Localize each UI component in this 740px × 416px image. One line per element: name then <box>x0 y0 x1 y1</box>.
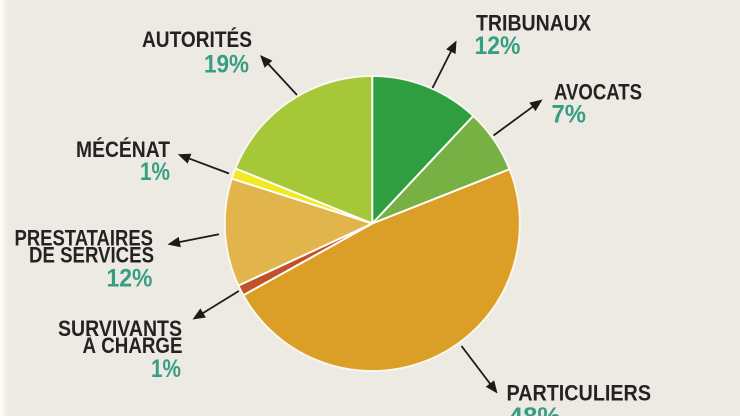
svg-text:MÉCÉNAT: MÉCÉNAT <box>76 137 171 162</box>
svg-text:7%: 7% <box>552 100 587 128</box>
svg-text:PARTICULIERS: PARTICULIERS <box>507 380 652 405</box>
svg-text:48%: 48% <box>509 403 561 416</box>
svg-text:1%: 1% <box>151 355 181 383</box>
svg-text:19%: 19% <box>204 51 249 79</box>
svg-text:PRESTATAIRES: PRESTATAIRES <box>15 225 154 250</box>
svg-text:AVOCATS: AVOCATS <box>554 80 642 105</box>
svg-text:SURVIVANTS: SURVIVANTS <box>58 316 182 341</box>
svg-text:12%: 12% <box>107 265 153 293</box>
svg-text:TRIBUNAUX: TRIBUNAUX <box>476 10 591 35</box>
svg-text:DE SERVICES: DE SERVICES <box>29 243 154 268</box>
svg-text:1%: 1% <box>140 158 170 186</box>
svg-text:À CHARGE: À CHARGE <box>83 333 183 358</box>
svg-text:12%: 12% <box>475 32 521 60</box>
svg-text:AUTORITÉS: AUTORITÉS <box>142 27 252 52</box>
